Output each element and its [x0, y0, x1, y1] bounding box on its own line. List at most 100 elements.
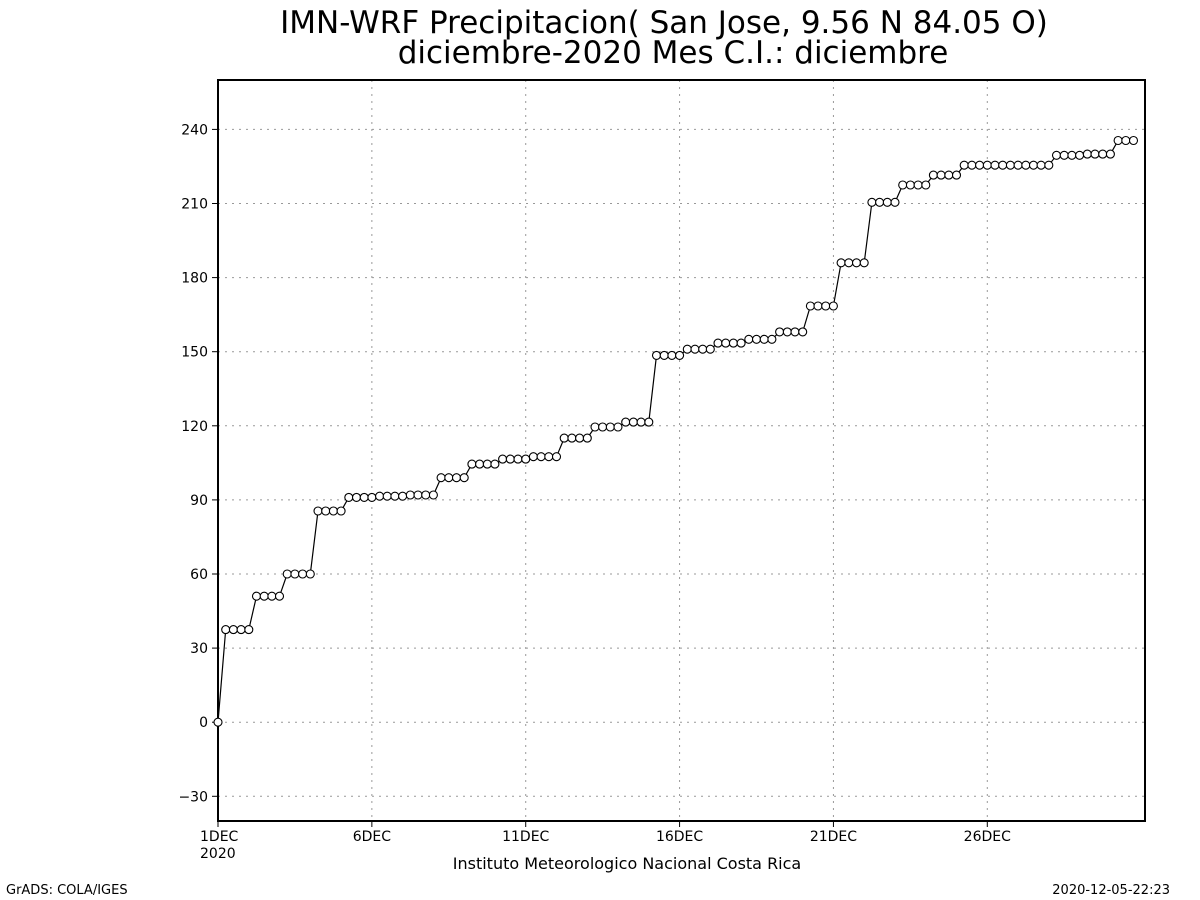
data-point [936, 170, 946, 180]
data-point [798, 327, 808, 337]
data-point [967, 160, 977, 170]
data-point [621, 417, 631, 427]
data-point [467, 459, 477, 469]
data-point [559, 433, 569, 443]
data-point [498, 454, 508, 464]
data-point [1113, 135, 1123, 146]
data-point [290, 569, 300, 579]
data-point [274, 591, 285, 601]
data-point [351, 492, 362, 502]
data-point [651, 350, 662, 360]
data-point [1051, 150, 1062, 160]
data-point [767, 334, 777, 344]
series-line [217, 139, 1134, 723]
data-point [305, 569, 315, 579]
data-point [251, 591, 262, 601]
data-point [913, 180, 923, 190]
data-point [759, 334, 769, 344]
data-point [775, 327, 785, 337]
x-axis-label: Instituto Meteorologico Nacional Costa R… [453, 854, 801, 873]
data-point [421, 490, 431, 500]
data-point [713, 338, 723, 348]
data-point [551, 452, 562, 462]
data-point [236, 625, 246, 635]
footer-timestamp: 2020-12-05-22:23 [1052, 883, 1170, 898]
data-point [921, 180, 931, 190]
data-point [813, 301, 823, 311]
data-point [344, 492, 354, 502]
data-point [898, 180, 908, 190]
data-point [805, 301, 815, 311]
data-point [513, 454, 523, 464]
data-point [605, 422, 615, 432]
data-point [982, 160, 992, 170]
data-point [636, 417, 646, 427]
data-point [828, 301, 838, 311]
data-point [1128, 135, 1139, 146]
data-point [698, 344, 708, 354]
x-tick-label: 16DEC [656, 829, 703, 845]
data-point [844, 258, 854, 268]
data-point [728, 338, 738, 348]
data-point [821, 301, 831, 311]
data-point [1098, 149, 1108, 159]
data-point [575, 433, 585, 443]
data-point [882, 197, 892, 207]
data-point [405, 490, 415, 500]
x-tick-label: 21DEC [810, 829, 857, 845]
data-point [398, 491, 408, 501]
data-point [313, 506, 323, 516]
data-point [744, 334, 754, 344]
data-point [1082, 149, 1092, 159]
data-point [944, 170, 954, 180]
y-tick-label: −30 [178, 789, 208, 805]
y-tick-label: 150 [181, 345, 208, 361]
data-point [228, 625, 238, 635]
data-point [905, 180, 915, 190]
data-point [459, 473, 469, 483]
x-tick-label: 26DEC [964, 829, 1011, 845]
data-point [659, 350, 669, 360]
data-point [859, 258, 869, 268]
data-point [282, 569, 292, 579]
data-point [736, 338, 746, 348]
data-point [998, 160, 1008, 170]
data-point [390, 491, 400, 501]
y-tick-label: 30 [190, 641, 208, 657]
data-point [959, 160, 969, 170]
data-point [298, 569, 308, 579]
x-tick-label: 11DEC [502, 829, 549, 845]
data-point [690, 344, 700, 354]
data-point [428, 490, 438, 500]
data-point [790, 327, 800, 337]
data-point [928, 170, 938, 180]
data-point [667, 350, 677, 360]
data-point [782, 327, 792, 337]
y-axis-ticks: −30 0 30 60 90 120 150 180 210 240 [178, 122, 218, 805]
data-point [836, 258, 846, 268]
data-point [598, 422, 608, 432]
data-point [521, 454, 531, 464]
data-point [1059, 150, 1069, 160]
chart-subtitle: diciembre-2020 Mes C.I.: diciembre [398, 35, 949, 71]
data-point [1090, 149, 1100, 159]
data-point [875, 197, 885, 207]
y-tick-label: 180 [181, 271, 208, 287]
series-markers [213, 135, 1139, 727]
data-point [436, 473, 446, 483]
data-point [1044, 160, 1054, 170]
data-point [259, 591, 269, 601]
data-point [628, 417, 638, 427]
data-point [590, 422, 600, 432]
y-tick-label: 0 [199, 715, 208, 731]
data-point [1075, 150, 1085, 160]
x-tick-sublabel: 2020 [200, 846, 236, 862]
data-point [1067, 150, 1077, 160]
plot-frame [217, 79, 1146, 822]
data-point [413, 490, 423, 500]
x-tick-label: 6DEC [353, 829, 392, 845]
data-point [482, 459, 492, 469]
data-point [1005, 160, 1015, 170]
data-point [644, 417, 654, 427]
